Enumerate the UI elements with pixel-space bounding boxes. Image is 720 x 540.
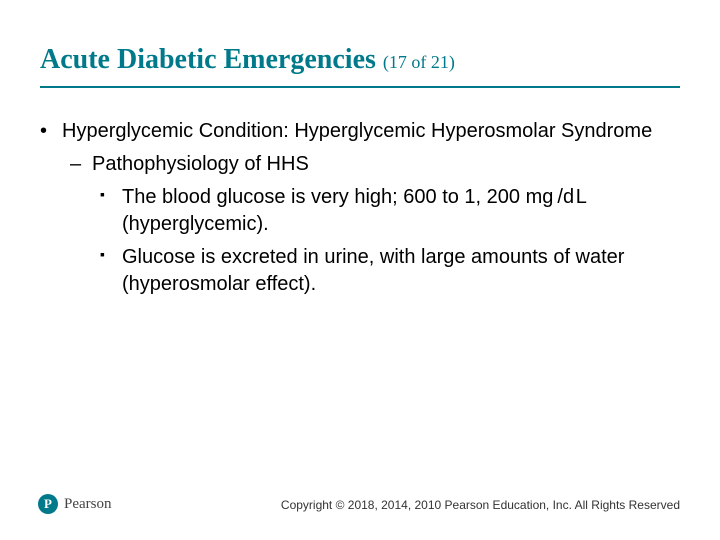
bullet-level1: Hyperglycemic Condition: Hyperglycemic H… [40,118,680,145]
pearson-logo: Pearson [38,494,112,514]
bullet-level2: Pathophysiology of HHS [70,151,680,178]
bullet-level3: The blood glucose is very high; 600 to 1… [100,184,680,238]
pearson-logo-text: Pearson [64,496,112,513]
slide-title: Acute Diabetic Emergencies [40,44,383,75]
title-underline [40,86,680,88]
bullet-text: The blood glucose is very high; 600 to 1… [122,186,586,235]
bullet-text: Glucose is excreted in urine, with large… [122,246,624,295]
bullet-text: Pathophysiology of HHS [92,153,309,175]
content-area: Hyperglycemic Condition: Hyperglycemic H… [40,118,680,304]
footer: Pearson Copyright © 2018, 2014, 2010 Pea… [0,490,720,514]
copyright-text: Copyright © 2018, 2014, 2010 Pearson Edu… [281,498,680,512]
bullet-level3: Glucose is excreted in urine, with large… [100,244,680,298]
pearson-logo-icon [38,494,58,514]
title-block: Acute Diabetic Emergencies (17 of 21) [40,44,680,76]
bullet-text: Hyperglycemic Condition: Hyperglycemic H… [62,120,652,142]
slide: Acute Diabetic Emergencies (17 of 21) Hy… [0,0,720,540]
slide-count: (17 of 21) [383,52,455,72]
